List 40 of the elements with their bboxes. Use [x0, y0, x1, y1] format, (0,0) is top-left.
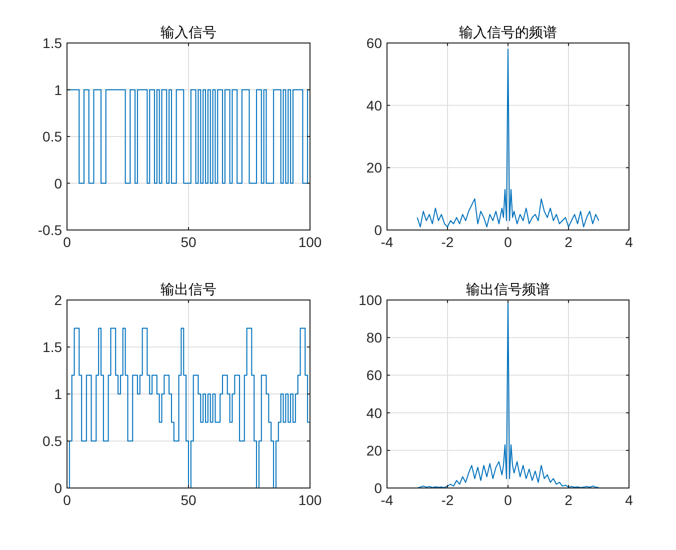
y-tick-label: 1: [54, 82, 62, 98]
x-tick-label: 100: [298, 492, 322, 508]
y-tick-label: -0.5: [38, 222, 62, 238]
y-tick-label: 0: [54, 480, 62, 496]
y-tick-label: 100: [358, 292, 382, 308]
x-tick-label: -2: [441, 492, 454, 508]
x-tick-label: 4: [625, 492, 634, 508]
chart-title: 输入信号的频谱: [459, 24, 557, 40]
y-tick-label: 40: [366, 404, 382, 421]
line-series: [416, 48, 600, 228]
x-tick-label: 2: [564, 492, 573, 508]
line-series: [416, 300, 600, 488]
y-tick-label: 0: [374, 480, 382, 496]
x-tick-label: 50: [180, 234, 196, 250]
x-tick-label: 50: [180, 492, 196, 508]
y-tick-label: 40: [366, 97, 382, 114]
y-tick-label: 1.5: [42, 35, 62, 51]
y-tick-label: 20: [366, 442, 382, 458]
y-tick-label: 0: [374, 222, 382, 238]
y-tick-label: 60: [366, 35, 382, 51]
y-tick-label: 80: [366, 330, 382, 346]
x-tick-label: -2: [441, 234, 454, 250]
chart-title: 输出信号频谱: [466, 281, 550, 297]
chart-title: 输入信号: [160, 24, 216, 40]
x-tick-label: 0: [504, 234, 512, 250]
x-tick-label: 0: [504, 492, 512, 508]
y-tick-label: 20: [366, 160, 382, 176]
chart-title: 输出信号: [160, 281, 216, 297]
y-tick-label: 60: [366, 367, 382, 384]
y-tick-label: 0.5: [42, 128, 62, 144]
x-tick-label: -4: [380, 234, 394, 250]
y-tick-label: 0.5: [42, 433, 62, 449]
x-tick-label: 2: [564, 234, 573, 250]
y-tick-label: 0: [54, 175, 62, 192]
x-tick-label: 4: [625, 234, 634, 250]
y-tick-label: 2: [54, 292, 62, 308]
y-tick-label: 1.5: [42, 339, 62, 355]
x-tick-label: 100: [298, 234, 322, 250]
y-tick-label: 1: [54, 386, 62, 402]
x-tick-label: -4: [380, 492, 394, 508]
